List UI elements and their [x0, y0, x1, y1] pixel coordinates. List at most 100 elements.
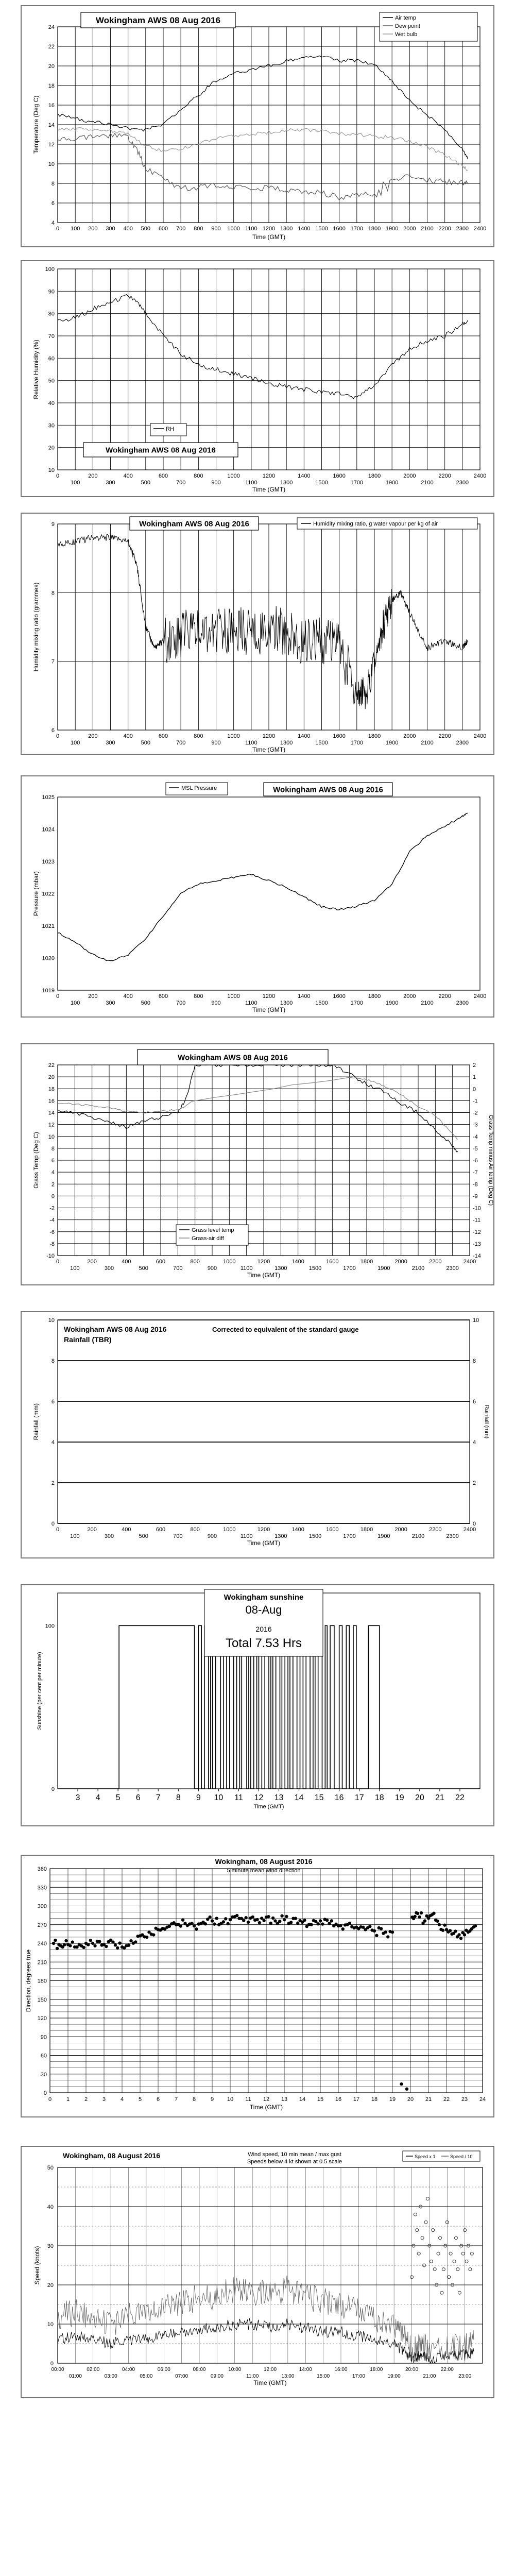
x-tick-label: 22 — [443, 2096, 450, 2103]
direction-point — [294, 1917, 298, 1920]
gust-point — [451, 2283, 455, 2287]
y-tick-label: 50 — [48, 378, 55, 384]
series-line-0 — [57, 534, 468, 709]
x-tick-label: 10 — [214, 1793, 223, 1802]
y-tick-label: 1020 — [42, 956, 55, 962]
gust-point — [470, 2251, 474, 2256]
legend-entry: Humidity mixing ratio, g water vapour pe… — [313, 521, 438, 527]
x-tick-label: 2300 — [456, 480, 469, 486]
x-tick-label: 13:00 — [281, 2374, 294, 2379]
gust-point — [459, 2244, 464, 2248]
y-tick-label: 20 — [48, 445, 55, 451]
x-tick-label: 04:00 — [122, 2367, 135, 2372]
chart-subtitle: Wind speed, 10 min mean / max gust — [248, 2151, 341, 2158]
x-tick-label: 2200 — [438, 993, 451, 999]
y-tick-label: 12 — [48, 1122, 55, 1128]
y-tick-label: 360 — [38, 1866, 47, 1872]
x-tick-label: 02:00 — [87, 2367, 99, 2372]
direction-point — [235, 1913, 239, 1918]
x-tick-label: 19:00 — [388, 2374, 401, 2379]
direction-point — [246, 1920, 250, 1924]
direction-point — [443, 1923, 447, 1927]
y-tick-label: 16 — [48, 1098, 55, 1104]
x-tick-label: 2300 — [456, 226, 469, 232]
x-tick-label: 20:00 — [405, 2367, 418, 2372]
y-right-tick-label: 6 — [473, 1399, 476, 1405]
x-tick-label: 11 — [234, 1793, 243, 1802]
direction-point — [273, 1919, 277, 1923]
x-tick-label: 9 — [211, 2096, 214, 2103]
x-tick-label: 1500 — [315, 480, 328, 486]
chart-subtitle: Rainfall (TBR) — [64, 1335, 112, 1344]
x-tick-label: 600 — [156, 1527, 165, 1533]
y-axis-label: Relative Humidity (%) — [32, 340, 40, 399]
x-tick-label: 6 — [157, 2096, 160, 2103]
series-line-0 — [57, 2318, 474, 2364]
direction-point — [89, 1939, 92, 1942]
y-tick-label: 70 — [48, 333, 55, 340]
x-tick-label: 1500 — [315, 226, 328, 232]
chart-annotation: Corrected to equivalent of the standard … — [212, 1326, 359, 1333]
direction-point — [432, 1911, 436, 1915]
plot-area — [57, 796, 480, 991]
y-tick-label: 30 — [41, 2072, 47, 2078]
direction-point — [423, 1919, 427, 1923]
legend-entry: RH — [166, 426, 174, 432]
x-tick-label: 1100 — [241, 1533, 253, 1539]
x-tick-label: 13 — [281, 2096, 287, 2103]
direction-point — [441, 1928, 445, 1932]
direction-point — [181, 1918, 185, 1922]
x-tick-label: 1800 — [368, 226, 381, 232]
y-tick-label: 1019 — [42, 988, 55, 994]
x-tick-label: 2200 — [438, 226, 451, 232]
x-tick-label: 18 — [375, 1793, 384, 1802]
direction-point — [425, 1914, 428, 1918]
chart-title: Wokingham AWS 08 Aug 2016 — [139, 519, 249, 528]
x-tick-label: 01:00 — [69, 2374, 82, 2379]
direction-point — [361, 1925, 365, 1929]
direction-point — [437, 1923, 441, 1926]
y-tick-label: 180 — [38, 1978, 47, 1985]
gust-point — [441, 2267, 445, 2272]
gust-point — [438, 2236, 442, 2240]
y-tick-label: 270 — [38, 1922, 47, 1928]
y-tick-label: 2 — [52, 1181, 55, 1188]
x-tick-label: 400 — [123, 993, 132, 999]
direction-point — [118, 1941, 122, 1945]
x-tick-label: 500 — [141, 740, 150, 746]
x-tick-label: 600 — [159, 473, 168, 479]
y-right-tick-label: 2 — [473, 1480, 476, 1486]
x-tick-label: 00:00 — [51, 2367, 64, 2372]
direction-point — [280, 1914, 284, 1918]
y-tick-label: -6 — [49, 1229, 55, 1235]
x-tick-label: 2000 — [403, 733, 416, 739]
x-tick-label: 1100 — [241, 1265, 253, 1272]
direction-point — [459, 1937, 463, 1940]
x-tick-label: 17 — [355, 1793, 364, 1802]
x-tick-label: 1000 — [227, 473, 239, 479]
x-tick-label: 1800 — [368, 473, 381, 479]
x-tick-label: 400 — [122, 1527, 131, 1533]
x-axis-label: Time (GMT) — [250, 2104, 283, 2111]
y-tick-label: 9 — [52, 521, 55, 528]
x-tick-label: 1700 — [351, 480, 363, 486]
x-tick-label: 1200 — [263, 473, 275, 479]
x-tick-label: 14 — [295, 1793, 304, 1802]
x-tick-label: 1900 — [377, 1533, 390, 1539]
y-right-tick-label: 2 — [473, 1062, 476, 1069]
x-tick-label: 700 — [176, 1000, 185, 1006]
gust-point — [425, 2197, 430, 2201]
x-tick-label: 100 — [70, 1533, 79, 1539]
direction-point — [448, 1929, 452, 1933]
x-tick-label: 2300 — [456, 740, 469, 746]
direction-point — [364, 1928, 367, 1931]
direction-point — [113, 1943, 117, 1947]
y-tick-label: 18 — [48, 83, 55, 89]
x-tick-label: 0 — [56, 1259, 59, 1265]
direction-point — [129, 1939, 133, 1943]
pressure-chart: 1019 1020 1021 1022 1023 1024 1025 0 100 200 300 40… — [32, 782, 486, 1013]
series-line-1 — [57, 132, 468, 200]
total-label: Total 7.53 Hrs — [226, 1636, 302, 1650]
direction-point — [201, 1920, 205, 1924]
x-tick-label: 15 — [315, 1793, 324, 1802]
